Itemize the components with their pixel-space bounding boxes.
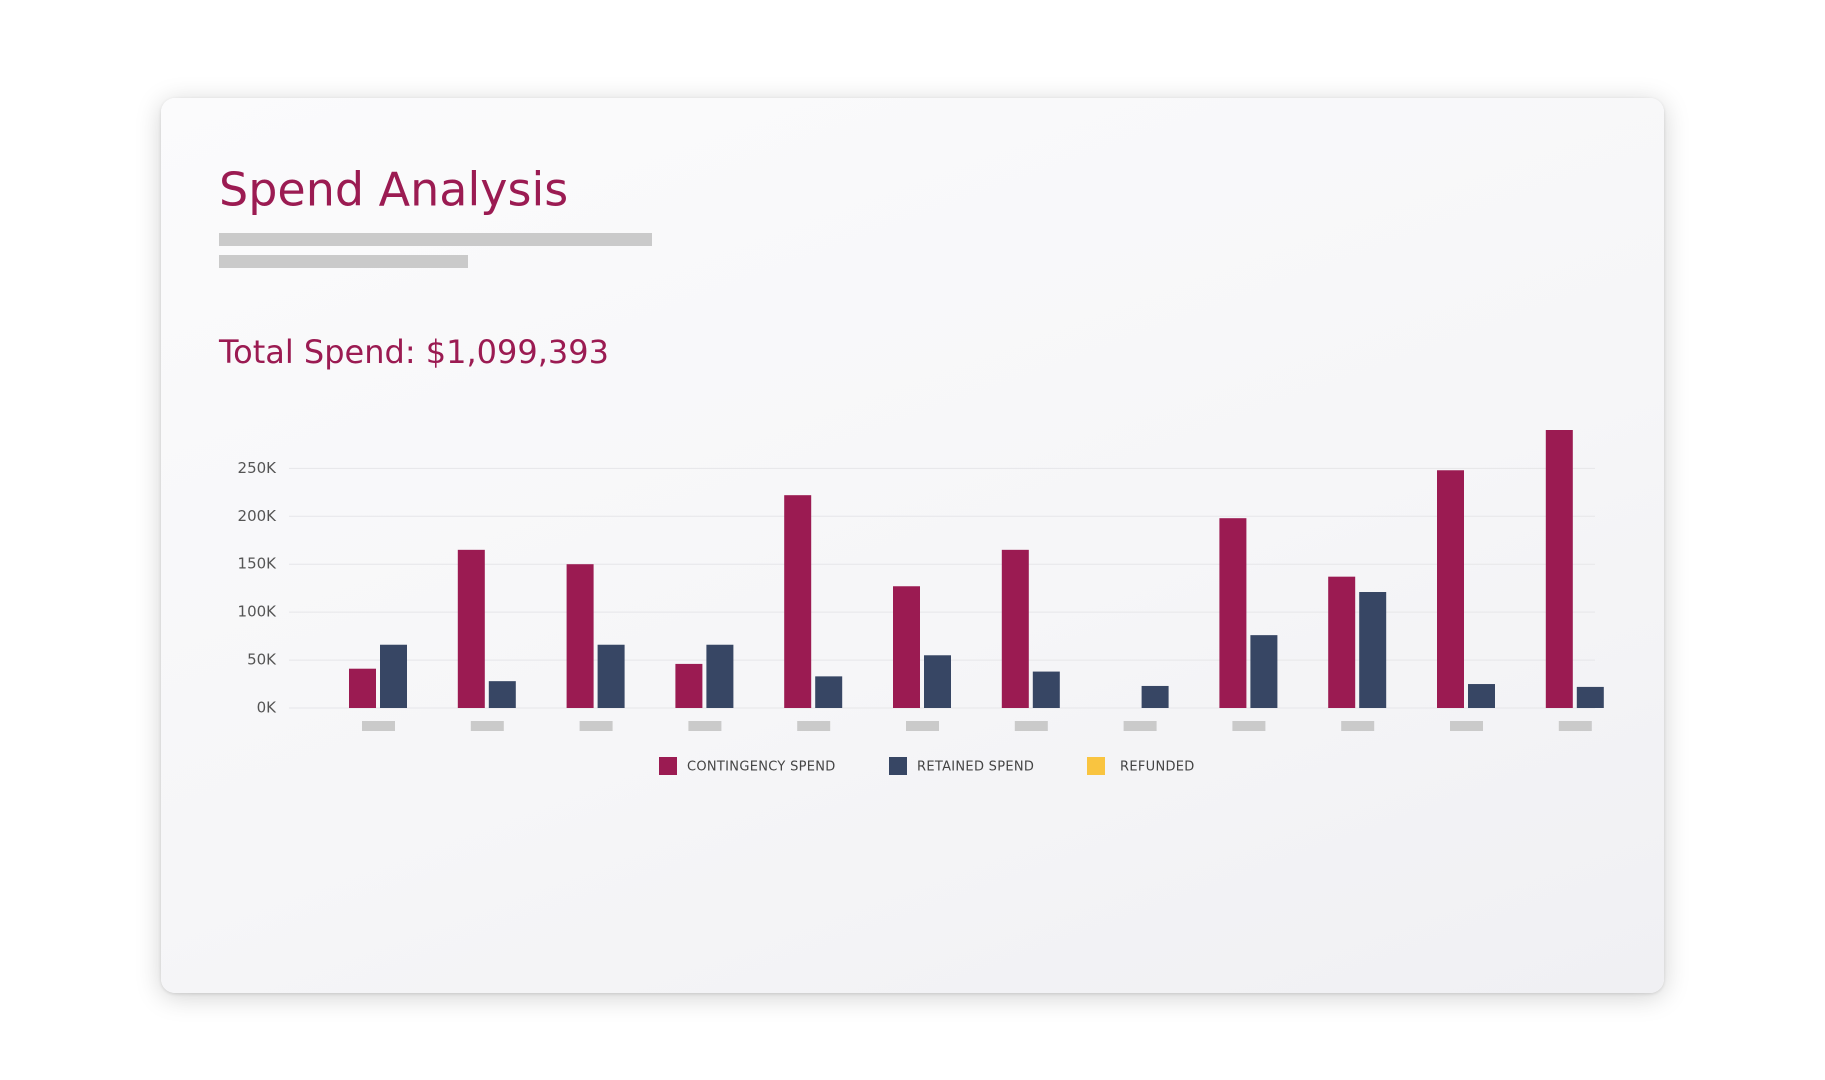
bar <box>1001 549 1029 708</box>
legend-label: RETAINED SPEND <box>917 760 1034 775</box>
bar <box>1032 671 1060 708</box>
bar <box>1545 430 1573 708</box>
y-tick-label: 50K <box>247 651 277 669</box>
bar <box>566 564 594 708</box>
x-label-placeholder <box>1450 721 1483 731</box>
y-tick-label: 200K <box>238 507 278 525</box>
x-label-placeholder <box>906 721 939 731</box>
y-tick-label: 150K <box>238 555 278 573</box>
placeholder-line <box>219 233 652 246</box>
bar <box>1250 635 1278 708</box>
legend-swatch <box>659 757 677 775</box>
bar <box>706 644 734 708</box>
bar <box>1359 592 1387 708</box>
x-label-placeholder <box>579 721 613 731</box>
bar <box>1437 470 1464 708</box>
x-label-placeholder <box>470 721 504 731</box>
bar <box>1328 576 1356 708</box>
placeholder-line <box>219 255 468 268</box>
x-label-placeholder <box>362 721 395 731</box>
bar <box>457 549 485 708</box>
bar <box>349 668 376 708</box>
x-label-placeholder <box>1014 721 1048 731</box>
x-label-placeholder <box>1341 721 1375 731</box>
bar <box>488 681 516 708</box>
y-tick-label: 250K <box>238 459 278 477</box>
legend-label: CONTINGENCY SPEND <box>687 760 836 775</box>
bar <box>1576 686 1604 708</box>
x-label-placeholder <box>1558 721 1592 731</box>
y-tick-label: 100K <box>238 603 278 621</box>
bar <box>893 586 920 708</box>
bar <box>1468 684 1495 708</box>
bar <box>675 663 703 708</box>
legend-swatch <box>1087 757 1105 775</box>
x-label-placeholder <box>797 721 831 731</box>
legend-label: REFUNDED <box>1120 760 1195 775</box>
bar <box>380 644 407 708</box>
legend-swatch <box>889 757 907 775</box>
bar <box>597 644 625 708</box>
x-label-placeholder <box>1232 721 1266 731</box>
chart-title: Spend Analysis <box>219 163 568 217</box>
card <box>161 98 1664 993</box>
bar <box>1219 518 1247 708</box>
bar <box>815 676 843 708</box>
y-tick-label: 0K <box>257 699 278 717</box>
x-label-placeholder <box>1123 721 1157 731</box>
bar <box>784 495 812 708</box>
x-label-placeholder <box>688 721 722 731</box>
chart-subtitle: Total Spend: $1,099,393 <box>218 333 609 371</box>
bar <box>1141 685 1169 708</box>
bar <box>924 655 951 708</box>
